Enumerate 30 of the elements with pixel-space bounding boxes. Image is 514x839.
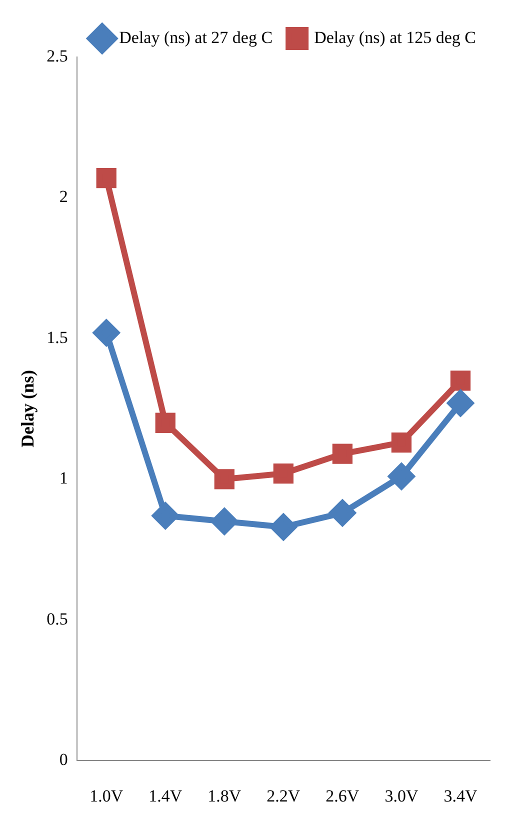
y-tick-label: 2 — [59, 187, 68, 206]
point — [447, 390, 474, 416]
y-tick-label: 0 — [59, 750, 68, 770]
point — [93, 320, 120, 346]
point — [270, 514, 296, 540]
x-tick-label: 1.4V — [148, 786, 183, 806]
y-tick-label: 1 — [59, 468, 68, 488]
point — [391, 432, 412, 453]
x-tick-label: 1.8V — [208, 786, 242, 806]
y-tick-label: 0.5 — [46, 609, 68, 628]
point — [152, 502, 178, 529]
x-tick-label: 2.6V — [326, 786, 360, 806]
legend-label: Delay (ns) at 125 deg C — [314, 28, 476, 47]
y-tick-label: 2.5 — [46, 46, 68, 66]
point — [329, 500, 356, 526]
point — [332, 444, 353, 464]
point — [211, 508, 238, 534]
point — [155, 412, 176, 433]
point — [214, 469, 234, 490]
x-tick-label: 2.2V — [266, 786, 301, 806]
x-tick-label: 1.0V — [90, 786, 124, 806]
point — [273, 463, 294, 484]
x-tick-label: 3.0V — [384, 786, 419, 806]
y-axis-title: Delay (ns) — [17, 370, 38, 448]
point — [96, 168, 116, 188]
point — [450, 370, 471, 391]
point — [388, 463, 414, 490]
y-tick-label: 1.5 — [46, 328, 68, 347]
x-tick-label: 3.4V — [444, 786, 478, 806]
legend-label: Delay (ns) at 27 deg C — [119, 28, 273, 47]
